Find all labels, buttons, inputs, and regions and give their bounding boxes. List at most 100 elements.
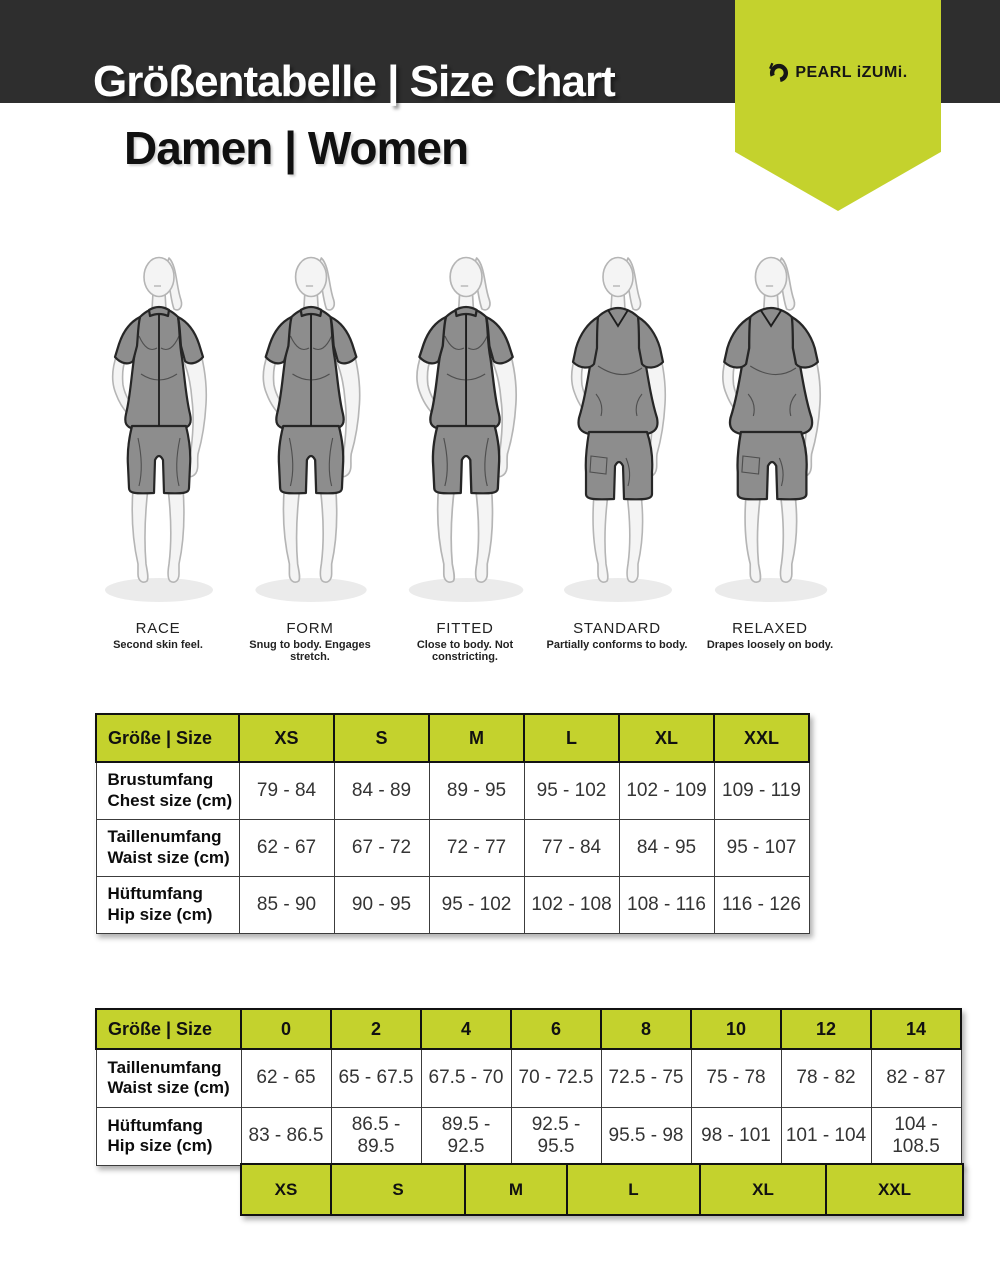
table-row: Brustumfang Chest size (cm) 79 - 84 84 -… — [95, 761, 810, 820]
woman-fitted-illustration — [407, 256, 525, 604]
page-title: Größentabelle | Size Chart — [93, 57, 616, 106]
table-header-row: Größe | Size 0 2 4 6 8 10 12 14 — [95, 1008, 962, 1050]
value-cell: 95.5 - 98 — [600, 1106, 692, 1166]
column-header: XS — [238, 713, 335, 763]
row-label-de: Taillenumfang — [107, 827, 222, 847]
column-header: 0 — [240, 1008, 332, 1050]
column-header: 14 — [870, 1008, 962, 1050]
row-label-en: Waist size (cm) — [107, 1078, 230, 1098]
fit-name: RACE — [135, 620, 181, 637]
letter-size-cell: L — [566, 1163, 701, 1216]
value-cell: 77 - 84 — [523, 818, 620, 877]
size-table-alpha: Größe | Size XS S M L XL XXL Brustumfang… — [95, 713, 810, 934]
value-cell: 86.5 - 89.5 — [330, 1106, 422, 1166]
table-row: Taillenumfang Waist size (cm) 62 - 65 65… — [95, 1048, 962, 1108]
column-header: S — [333, 713, 430, 763]
row-label-cell: Taillenumfang Waist size (cm) — [95, 1048, 242, 1108]
row-label-cell: Hüftumfang Hip size (cm) — [95, 875, 240, 934]
letter-size-cell: XXL — [825, 1163, 964, 1216]
row-label-en: Waist size (cm) — [107, 847, 230, 867]
letter-size-cell: XS — [240, 1163, 332, 1216]
value-cell: 101 - 104 — [780, 1106, 872, 1166]
value-cell: 89 - 95 — [428, 761, 525, 820]
value-cell: 95 - 102 — [523, 761, 620, 820]
value-cell: 62 - 67 — [238, 818, 335, 877]
woman-standard-illustration — [562, 256, 674, 604]
value-cell: 95 - 102 — [428, 875, 525, 934]
value-cell: 83 - 86.5 — [240, 1106, 332, 1166]
value-cell: 102 - 108 — [523, 875, 620, 934]
woman-race-illustration — [103, 256, 215, 604]
value-cell: 85 - 90 — [238, 875, 335, 934]
value-cell: 70 - 72.5 — [510, 1048, 602, 1108]
fit-desc: Snug to body. Engages stretch. — [249, 639, 371, 663]
row-label-en: Chest size (cm) — [107, 790, 233, 810]
row-label-cell: Hüftumfang Hip size (cm) — [95, 1106, 242, 1166]
value-cell: 90 - 95 — [333, 875, 430, 934]
woman-relaxed-illustration — [713, 256, 829, 604]
value-cell: 102 - 109 — [618, 761, 715, 820]
fit-figure-relaxed: RELAXED Drapes loosely on body. — [695, 242, 845, 651]
fit-desc: Drapes loosely on body. — [706, 639, 834, 651]
fit-name: FORM — [286, 620, 334, 637]
column-header: XXL — [713, 713, 810, 763]
column-header: 6 — [510, 1008, 602, 1050]
woman-form-illustration — [254, 256, 368, 604]
header-label-cell: Größe | Size — [95, 713, 240, 763]
value-cell: 92.5 - 95.5 — [510, 1106, 602, 1166]
fit-desc: Partially conforms to body. — [546, 639, 688, 651]
row-label-de: Brustumfang — [107, 770, 214, 790]
value-cell: 116 - 126 — [713, 875, 810, 934]
value-cell: 98 - 101 — [690, 1106, 782, 1166]
pearl-izumi-logo: PEARL iZUMi. — [735, 62, 941, 83]
fit-desc: Second skin feel. — [113, 639, 203, 651]
column-header: 4 — [420, 1008, 512, 1050]
header-label-cell: Größe | Size — [95, 1008, 242, 1050]
column-header: 8 — [600, 1008, 692, 1050]
fit-figure-standard: STANDARD Partially conforms to body. — [542, 242, 692, 651]
fit-figure-fitted: FITTED Close to body. Not constricting. — [390, 242, 540, 663]
table-header-row: Größe | Size XS S M L XL XXL — [95, 713, 810, 763]
row-label-de: Hüftumfang — [107, 1115, 203, 1135]
row-label-en: Hip size (cm) — [107, 904, 213, 924]
value-cell: 79 - 84 — [238, 761, 335, 820]
letter-size-cell: XL — [699, 1163, 827, 1216]
fit-figure-form: FORM Snug to body. Engages stretch. — [235, 242, 385, 663]
fit-name: FITTED — [436, 620, 494, 637]
value-cell: 109 - 119 — [713, 761, 810, 820]
value-cell: 75 - 78 — [690, 1048, 782, 1108]
fit-name: STANDARD — [573, 620, 661, 637]
value-cell: 84 - 89 — [333, 761, 430, 820]
letter-size-cell: S — [330, 1163, 466, 1216]
column-header: M — [428, 713, 525, 763]
page-subtitle: Damen | Women — [124, 122, 469, 174]
column-header: XL — [618, 713, 715, 763]
value-cell: 89.5 - 92.5 — [420, 1106, 512, 1166]
row-label-cell: Brustumfang Chest size (cm) — [95, 761, 240, 820]
fit-figure-race: RACE Second skin feel. — [83, 242, 233, 651]
value-cell: 67 - 72 — [333, 818, 430, 877]
value-cell: 84 - 95 — [618, 818, 715, 877]
value-cell: 62 - 65 — [240, 1048, 332, 1108]
table-row: Taillenumfang Waist size (cm) 62 - 67 67… — [95, 818, 810, 877]
value-cell: 67.5 - 70 — [420, 1048, 512, 1108]
row-label-cell: Taillenumfang Waist size (cm) — [95, 818, 240, 877]
pearl-izumi-p-icon — [769, 62, 789, 83]
value-cell: 78 - 82 — [780, 1048, 872, 1108]
column-header: L — [523, 713, 620, 763]
value-cell: 104 - 108.5 — [870, 1106, 962, 1166]
table-row: Hüftumfang Hip size (cm) 85 - 90 90 - 95… — [95, 875, 810, 934]
column-header: 2 — [330, 1008, 422, 1050]
letter-size-cells: XS S M L XL XXL — [240, 1163, 964, 1216]
column-header: 10 — [690, 1008, 782, 1050]
size-table-numeric: Größe | Size 0 2 4 6 8 10 12 14 Taillenu… — [95, 1008, 962, 1166]
row-label-de: Hüftumfang — [107, 884, 203, 904]
value-cell: 72 - 77 — [428, 818, 525, 877]
row-label-en: Hip size (cm) — [107, 1136, 213, 1155]
value-cell: 82 - 87 — [870, 1048, 962, 1108]
letter-size-cell: M — [464, 1163, 568, 1216]
fit-name: RELAXED — [732, 620, 808, 637]
value-cell: 65 - 67.5 — [330, 1048, 422, 1108]
letter-size-row: XS S M L XL XXL — [240, 1163, 964, 1216]
